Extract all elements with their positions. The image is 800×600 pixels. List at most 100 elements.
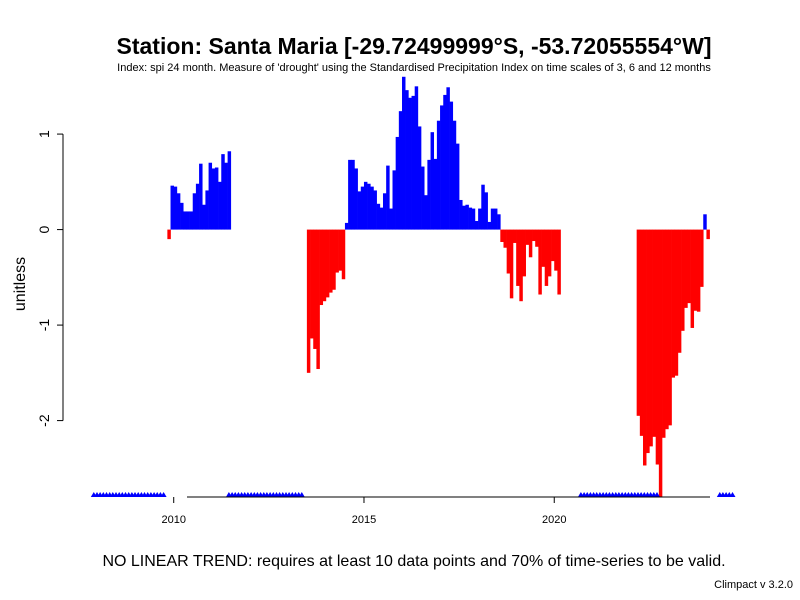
bar: [462, 205, 466, 230]
bar: [208, 162, 213, 230]
bar: [189, 211, 194, 230]
bar: [487, 221, 492, 230]
bar: [370, 186, 374, 230]
bar: [344, 222, 349, 230]
bar: [681, 229, 685, 331]
bar: [329, 229, 333, 293]
bar: [386, 165, 390, 230]
bar: [348, 159, 352, 230]
bar: [354, 168, 358, 230]
bar: [313, 229, 317, 349]
bar: [183, 211, 187, 230]
bar: [211, 168, 216, 230]
bar: [167, 229, 171, 240]
bar: [497, 214, 501, 230]
bar: [516, 229, 520, 286]
bar: [551, 229, 555, 262]
bar: [224, 162, 228, 230]
bar: [395, 136, 400, 230]
bar: [538, 229, 542, 295]
bar: [547, 229, 552, 277]
bar: [408, 97, 412, 230]
bar: [490, 208, 495, 230]
x-tick-label: 2015: [352, 514, 376, 526]
bar: [446, 87, 450, 230]
bar: [170, 185, 174, 230]
bar: [481, 184, 485, 230]
bar: [554, 229, 558, 271]
bar: [484, 192, 488, 230]
bar: [535, 229, 539, 247]
bar: [202, 204, 206, 230]
bar: [363, 181, 368, 230]
bar: [173, 186, 178, 230]
bar: [636, 229, 641, 416]
bar: [684, 229, 688, 308]
bar: [417, 126, 422, 230]
axes-group: 2010 2015 2020 1 0 -1 -2: [36, 130, 710, 526]
bar: [693, 229, 698, 311]
bar: [658, 229, 663, 497]
chart-subtitle: Index: spi 24 month. Measure of 'drought…: [117, 62, 711, 74]
y-tick-label: 1: [36, 130, 52, 138]
bar: [186, 211, 190, 230]
bar: [214, 167, 219, 230]
bar: [306, 229, 311, 373]
bar: [449, 101, 454, 230]
bar: [668, 229, 672, 426]
bar: [700, 229, 704, 287]
bar: [436, 120, 441, 230]
bar: [176, 193, 181, 230]
bar: [376, 203, 381, 230]
bar: [465, 204, 469, 230]
bar: [430, 132, 435, 230]
bar: [411, 95, 415, 230]
bar: [424, 195, 428, 230]
bar: [703, 214, 707, 230]
bar: [541, 229, 546, 267]
bar: [662, 229, 666, 438]
missing-markers: [90, 492, 736, 497]
bar: [671, 229, 676, 378]
bar: [696, 229, 701, 312]
y-tick-label: 0: [36, 225, 52, 233]
bar: [351, 159, 355, 230]
bar: [440, 105, 444, 230]
bar: [325, 229, 330, 298]
bar: [192, 193, 197, 230]
bar: [528, 229, 533, 258]
bar: [338, 229, 343, 271]
missing-marker: [160, 492, 167, 497]
bar: [389, 208, 393, 230]
bar: [525, 229, 530, 245]
bar: [509, 229, 514, 299]
bar: [195, 183, 200, 230]
bar: [687, 229, 691, 304]
bar: [468, 207, 473, 230]
bar: [643, 229, 647, 466]
bar: [414, 86, 419, 230]
bar: [690, 229, 695, 328]
bar: [319, 229, 324, 306]
bar: [544, 229, 549, 286]
bar: [443, 94, 447, 230]
bar: [332, 229, 336, 290]
bar: [322, 229, 327, 302]
bar: [205, 190, 209, 230]
bar: [655, 229, 660, 465]
bar: [218, 181, 222, 230]
bar: [221, 154, 225, 230]
bar: [674, 229, 679, 376]
bar: [665, 229, 669, 430]
bar: [392, 170, 396, 230]
bar: [199, 163, 203, 230]
missing-marker: [729, 492, 736, 497]
bar: [471, 208, 476, 230]
bar: [382, 193, 387, 230]
bar: [557, 229, 561, 295]
x-tick-label: 2010: [161, 514, 185, 526]
bar: [360, 186, 365, 230]
bar: [478, 208, 482, 230]
bar: [677, 229, 682, 353]
